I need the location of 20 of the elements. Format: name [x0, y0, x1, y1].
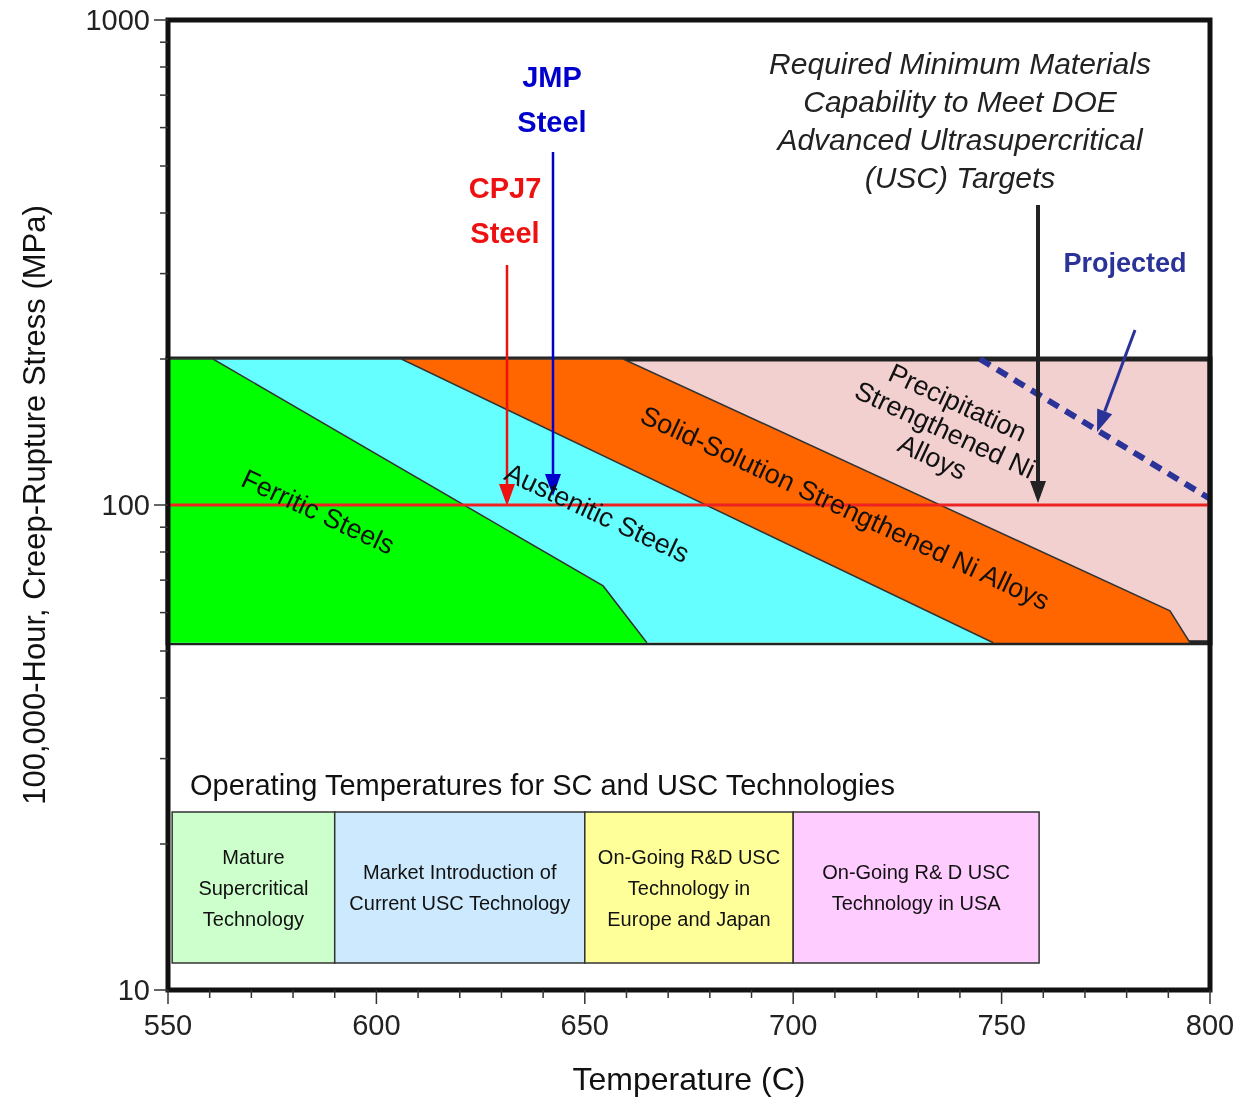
- annotation: Required Minimum Materials Capability to Meet DOE Advanced Ultrasupercritical (USC) Targets: [769, 47, 1151, 194]
- y-tick-label: 10: [117, 974, 150, 1006]
- x-axis-title: Temperature (C): [572, 1061, 806, 1097]
- x-tick-label: 650: [560, 1009, 609, 1041]
- band-label: On-Going R&D USC Technology in Europe and Japan: [597, 845, 781, 930]
- annotation: Projected: [1063, 248, 1187, 278]
- x-tick-label: 550: [143, 1009, 193, 1041]
- y-tick-label: 1000: [85, 4, 150, 36]
- band-label: On-Going R& D USC Technology in USA: [822, 861, 1011, 914]
- x-tick-label: 700: [769, 1009, 818, 1041]
- annotation: Operating Temperatures for SC and USC Technologies: [190, 769, 895, 801]
- y-tick-label: 100: [101, 489, 150, 521]
- annotation: JMP Steel: [517, 61, 587, 138]
- x-tick-label: 750: [977, 1009, 1026, 1041]
- x-tick-label: 600: [352, 1009, 401, 1041]
- band-label: Market Introduction of Current USC Technology: [349, 861, 571, 914]
- y-axis-title: 100,000-Hour, Creep-Rupture Stress (MPa): [17, 205, 52, 805]
- x-tick-label: 800: [1185, 1009, 1235, 1041]
- band-label: Mature Supercritical Technology: [198, 845, 309, 930]
- annotation: CPJ7 Steel: [468, 172, 542, 249]
